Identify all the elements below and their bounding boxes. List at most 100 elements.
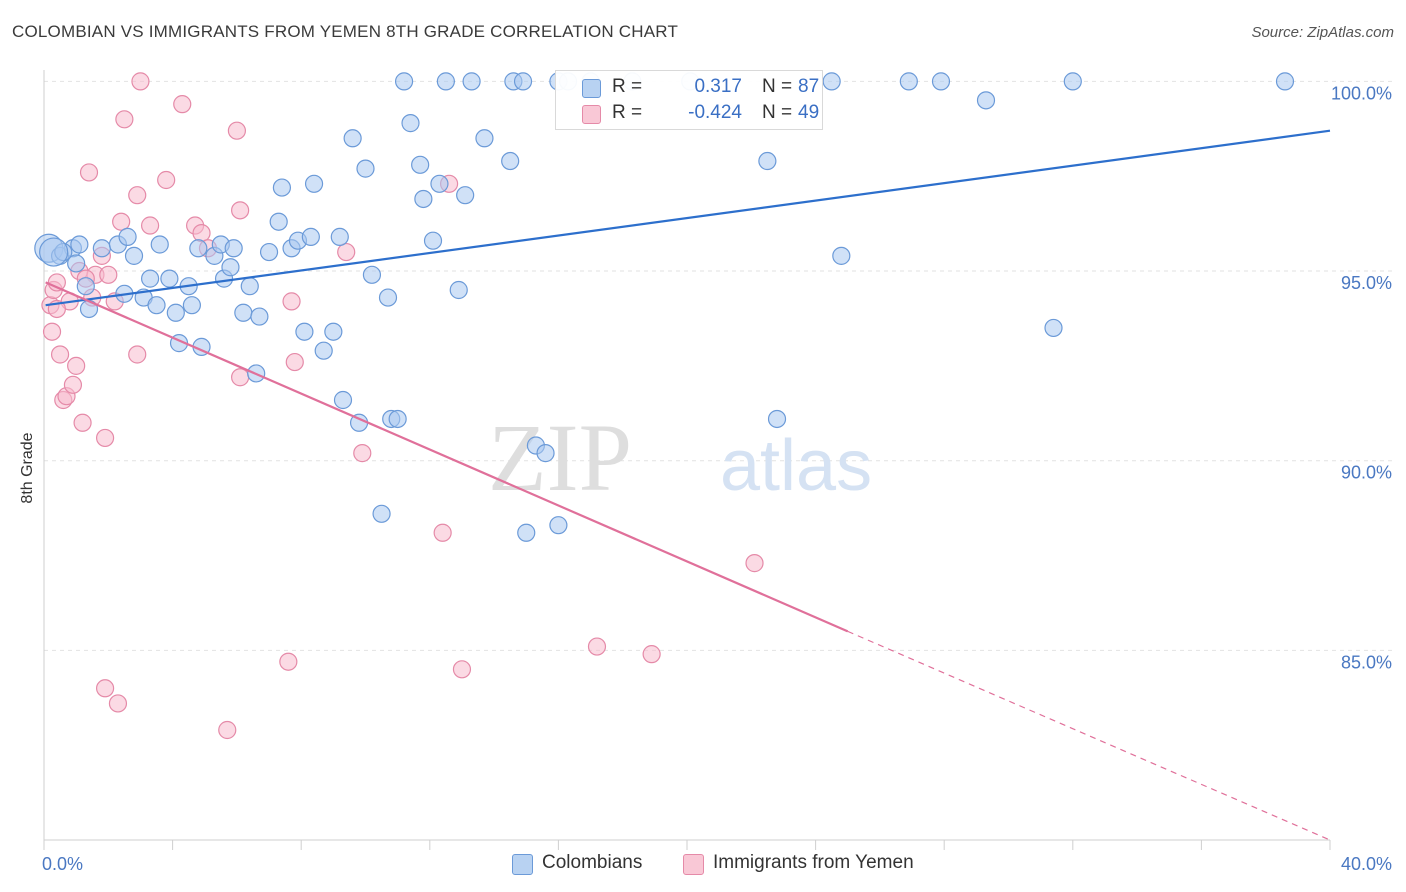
yemen-point [128,345,147,364]
colombians-point [224,239,243,258]
colombians-point [234,303,253,322]
yemen-point [108,694,128,713]
n-label: N = [762,76,793,97]
colombians-point [832,246,851,265]
colombians-point [1275,72,1295,91]
colombians-point [250,307,269,326]
watermark-zip: ZIP [488,404,632,511]
y-tick-label: 85.0% [1341,652,1392,672]
x-tick-label: 40.0% [1341,854,1392,874]
colombians-point [430,174,449,193]
yemen-point [95,679,115,698]
yemen-point [433,523,452,542]
y-tick-label: 100.0% [1331,83,1392,103]
colombians-point [362,265,382,284]
colombians-point [549,516,568,535]
colombians-point [221,258,240,277]
yemen-point [173,95,192,114]
colombians-point [411,155,430,174]
yemen-point [42,322,62,341]
colombians-point [758,151,777,171]
colombians-point [166,303,185,322]
n-value: 87 [798,76,820,97]
yemen-point [63,375,83,394]
colombians-point [124,246,144,265]
colombians-point [259,242,279,262]
grid-lines [44,80,1392,651]
yemen-point [587,637,607,656]
chart-title: COLOMBIAN VS IMMIGRANTS FROM YEMEN 8TH G… [12,22,679,41]
colombians-point [118,227,137,246]
colombians-point [76,277,95,296]
yemen-point [192,224,211,243]
yemen-point [50,345,70,364]
colombians-trend-line [45,129,1331,307]
legend-label-colombians: Colombians [542,852,643,873]
yemen-point [157,170,176,190]
yemen-point [95,428,115,448]
colombians-point [456,186,475,205]
yemen-point [128,186,147,205]
watermark: ZIP atlas [488,404,872,511]
colombians-point [449,280,468,300]
yemen-point [67,356,86,375]
colombians-point [343,129,362,148]
colombians-point [147,296,166,315]
colombians-point [501,151,520,171]
colombians-point [356,159,375,178]
r-value: -0.424 [688,102,742,123]
watermark-atlas: atlas [720,426,872,506]
x-tick-label: 0.0% [42,854,83,874]
colombians-point [388,409,407,429]
yemen-point [452,660,472,679]
yemen-point [218,720,237,740]
colombians-point [182,296,201,315]
yemen-point [337,242,356,262]
colombians-point [976,91,996,110]
colombians-point [140,269,160,288]
colombians-point [378,288,398,307]
colombians-point [330,227,349,246]
yemen-point [642,645,661,664]
yemen-point [282,292,301,311]
colombians-point [436,72,455,91]
correlation-legend: R = 0.317 N = 87 R = -0.424 N = 49 [555,70,823,130]
y-axis-label: 8th Grade [19,432,36,503]
colombians-point [314,341,333,360]
r-label: R = [612,102,643,123]
colombians-point [372,504,391,523]
colombians-point [272,178,292,197]
colombians-point [513,72,533,91]
series-legend: Colombians Immigrants from Yemen [0,852,1406,878]
tick-labels: 85.0% 90.0% 95.0% 100.0% 0.0% 40.0% [42,83,1392,874]
colombians-point [1063,72,1082,91]
colombians-point [1044,318,1063,338]
yemen-point [131,72,150,91]
colombians-point [394,72,414,91]
colombians-point [822,72,841,91]
yemen-trend-extension [847,630,1331,841]
series-colombians-points [34,72,1295,542]
n-value: 49 [798,102,820,123]
colombians-point [92,239,111,258]
colombians-point [189,239,208,258]
yemen-swatch [582,105,601,124]
colombians-point [333,390,353,410]
colombians-legend-swatch [512,854,533,875]
axes [43,70,1331,850]
colombians-point [324,322,343,341]
legend-label-yemen: Immigrants from Yemen [713,852,914,873]
series-yemen-points [41,72,764,740]
colombians-point [931,72,951,91]
y-tick-label: 95.0% [1341,273,1392,293]
yemen-point [73,413,92,432]
yemen-point [140,216,160,235]
yemen-legend-swatch [683,854,704,875]
colombians-swatch [582,79,601,98]
yemen-point [279,652,298,671]
colombians-point [536,444,555,463]
colombians-point [304,174,324,193]
y-tick-label: 90.0% [1341,463,1392,483]
colombians-point [899,72,918,91]
